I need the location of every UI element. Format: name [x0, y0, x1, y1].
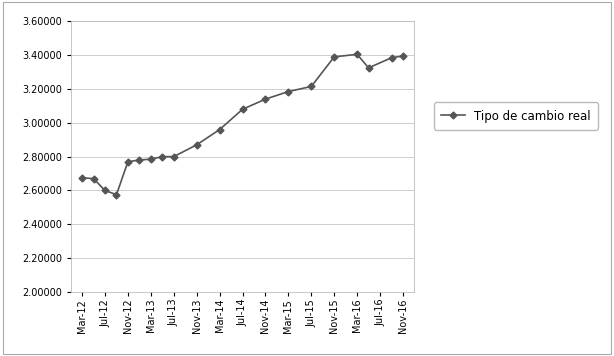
- Legend: Tipo de cambio real: Tipo de cambio real: [434, 103, 598, 130]
